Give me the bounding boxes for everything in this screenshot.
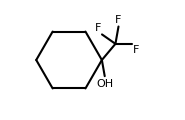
Text: F: F bbox=[115, 15, 122, 25]
Text: OH: OH bbox=[96, 78, 113, 89]
Text: F: F bbox=[95, 23, 101, 33]
Text: F: F bbox=[133, 45, 139, 55]
